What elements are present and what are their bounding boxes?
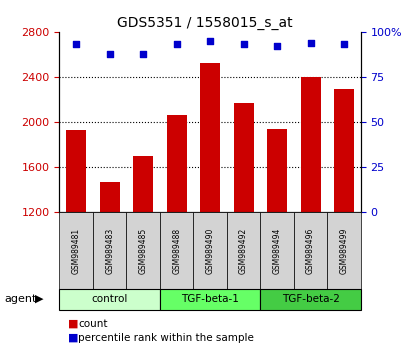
Bar: [166, 115, 186, 348]
Text: GSM989492: GSM989492: [238, 227, 247, 274]
Bar: [326, 212, 360, 289]
Bar: [260, 289, 360, 310]
Bar: [260, 212, 293, 289]
Bar: [193, 212, 226, 289]
Text: GSM989485: GSM989485: [138, 227, 147, 274]
Text: ■: ■: [67, 333, 78, 343]
Bar: [133, 156, 153, 348]
Point: [73, 42, 79, 47]
Text: percentile rank within the sample: percentile rank within the sample: [78, 333, 253, 343]
Text: GSM989490: GSM989490: [205, 227, 214, 274]
Bar: [160, 212, 193, 289]
Text: GSM989494: GSM989494: [272, 227, 281, 274]
Text: agent: agent: [4, 294, 36, 304]
Text: GSM989499: GSM989499: [339, 227, 348, 274]
Point: [207, 38, 213, 44]
Point: [240, 42, 246, 47]
Text: GSM989483: GSM989483: [105, 227, 114, 274]
Bar: [59, 212, 93, 289]
Text: ▶: ▶: [35, 294, 43, 304]
Text: count: count: [78, 319, 107, 329]
Bar: [226, 212, 260, 289]
Text: GSM989481: GSM989481: [72, 227, 81, 274]
Bar: [300, 77, 320, 348]
Bar: [200, 63, 220, 348]
Point: [273, 44, 280, 49]
Bar: [160, 289, 260, 310]
Bar: [93, 212, 126, 289]
Point: [139, 51, 146, 56]
Point: [173, 42, 180, 47]
Bar: [266, 129, 286, 348]
Point: [307, 40, 313, 46]
Point: [340, 42, 346, 47]
Bar: [66, 130, 86, 348]
Bar: [99, 182, 119, 348]
Bar: [233, 103, 253, 348]
Text: TGF-beta-1: TGF-beta-1: [181, 294, 238, 304]
Bar: [293, 212, 326, 289]
Text: ■: ■: [67, 319, 78, 329]
Bar: [126, 212, 160, 289]
Text: TGF-beta-2: TGF-beta-2: [281, 294, 339, 304]
Point: [106, 51, 113, 56]
Text: GSM989496: GSM989496: [306, 227, 314, 274]
Bar: [333, 90, 353, 348]
Text: GSM989488: GSM989488: [172, 227, 181, 274]
Bar: [59, 289, 160, 310]
Text: control: control: [91, 294, 128, 304]
Text: GDS5351 / 1558015_s_at: GDS5351 / 1558015_s_at: [117, 16, 292, 30]
